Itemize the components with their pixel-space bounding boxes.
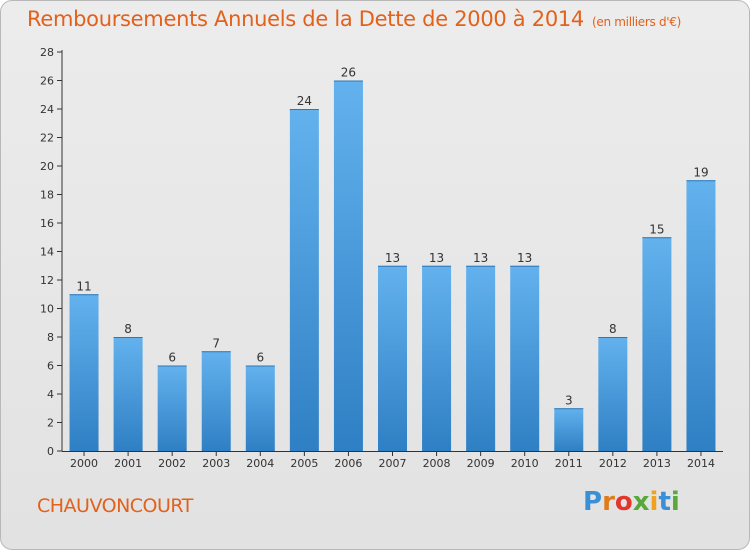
bar bbox=[378, 265, 407, 451]
y-tick-label: 12 bbox=[40, 274, 54, 287]
bar bbox=[289, 109, 319, 451]
y-tick-label: 24 bbox=[40, 103, 54, 116]
logo-letter: t bbox=[658, 487, 671, 517]
bar bbox=[113, 337, 143, 451]
x-tick-label: 2012 bbox=[599, 457, 627, 470]
data-label: 11 bbox=[76, 279, 91, 293]
data-label: 6 bbox=[256, 351, 264, 365]
y-tick-label: 6 bbox=[47, 360, 54, 373]
x-tick-label: 2006 bbox=[334, 457, 362, 470]
bar bbox=[686, 180, 716, 451]
logo-letter: o bbox=[614, 487, 633, 517]
bar bbox=[466, 265, 496, 451]
bar bbox=[333, 80, 363, 451]
y-tick-label: 10 bbox=[40, 303, 54, 316]
x-tick-label: 2004 bbox=[246, 457, 274, 470]
data-label: 13 bbox=[517, 251, 532, 265]
chart-title: Remboursements Annuels de la Dette de 20… bbox=[27, 7, 681, 31]
x-tick-label: 2014 bbox=[687, 457, 715, 470]
labels: 2000 11 2001 8 2002 6 2003 7 2004 6 2005 24 2006 26 20… bbox=[70, 66, 715, 471]
data-label: 6 bbox=[168, 351, 176, 365]
x-tick-label: 2000 bbox=[70, 457, 98, 470]
bar bbox=[69, 294, 99, 451]
y-tick-label: 18 bbox=[40, 189, 54, 202]
bar bbox=[245, 365, 275, 451]
data-label: 8 bbox=[124, 322, 132, 336]
bar bbox=[157, 365, 187, 451]
bar bbox=[642, 237, 672, 451]
logo-letter: i bbox=[670, 487, 680, 517]
y-tick-label: 26 bbox=[40, 75, 54, 88]
data-label: 7 bbox=[212, 336, 220, 350]
x-tick-label: 2013 bbox=[643, 457, 671, 470]
logo-letter: r bbox=[602, 487, 615, 517]
data-label: 13 bbox=[385, 251, 400, 265]
y-tick-label: 22 bbox=[40, 132, 54, 145]
x-tick-label: 2009 bbox=[467, 457, 495, 470]
x-tick-label: 2005 bbox=[290, 457, 318, 470]
x-tick-label: 2007 bbox=[379, 457, 407, 470]
y-tick-label: 4 bbox=[47, 388, 54, 401]
x-tick-label: 2008 bbox=[423, 457, 451, 470]
bar bbox=[201, 351, 231, 451]
bar bbox=[554, 408, 584, 451]
data-label: 19 bbox=[693, 165, 708, 179]
x-tick-label: 2011 bbox=[555, 457, 583, 470]
logo-letter: i bbox=[649, 487, 659, 517]
data-label: 3 bbox=[565, 393, 573, 407]
title-text: Remboursements Annuels de la Dette de 20… bbox=[27, 7, 584, 31]
data-label: 13 bbox=[473, 251, 488, 265]
bars bbox=[69, 80, 716, 451]
bar bbox=[422, 265, 452, 451]
x-tick-label: 2001 bbox=[114, 457, 142, 470]
data-label: 15 bbox=[649, 222, 664, 236]
y-tick-label: 8 bbox=[47, 331, 54, 344]
data-label: 13 bbox=[429, 251, 444, 265]
y-tick-label: 28 bbox=[40, 46, 54, 59]
commune-name: CHAUVONCOURT bbox=[37, 495, 193, 517]
data-label: 24 bbox=[297, 94, 312, 108]
proxiti-logo: Proxiti bbox=[583, 487, 680, 517]
x-tick-label: 2002 bbox=[158, 457, 186, 470]
y-tick-label: 0 bbox=[47, 445, 54, 458]
x-tick-label: 2010 bbox=[511, 457, 539, 470]
data-label: 26 bbox=[341, 66, 356, 80]
y-tick-label: 2 bbox=[47, 417, 54, 430]
y-tick-label: 14 bbox=[40, 246, 54, 259]
data-label: 8 bbox=[609, 322, 617, 336]
bar bbox=[598, 337, 628, 451]
x-tick-label: 2003 bbox=[202, 457, 230, 470]
y-tick-label: 16 bbox=[40, 217, 54, 230]
logo-letter: x bbox=[632, 487, 650, 517]
logo-letter: P bbox=[583, 487, 603, 517]
bar bbox=[510, 265, 540, 451]
y-tick-label: 20 bbox=[40, 160, 54, 173]
unit-note: (en milliers d'€) bbox=[592, 15, 682, 29]
